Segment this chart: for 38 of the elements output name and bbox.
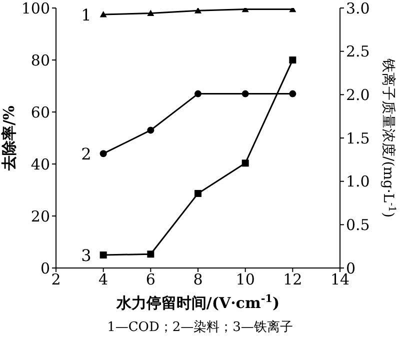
y2-tick-label: 3.0 [346, 0, 370, 18]
point [194, 90, 202, 98]
y-tick-label: 80 [30, 51, 50, 70]
x-tick-label: 2 [51, 270, 61, 289]
y-axis-title: 去除率/% [0, 106, 18, 172]
series-label: 1 [81, 6, 92, 24]
point [194, 8, 202, 14]
point [289, 56, 296, 64]
y2-tick-label: 1.0 [346, 172, 370, 191]
point [147, 10, 154, 16]
y-tick-label: 60 [30, 103, 50, 122]
point [100, 11, 107, 18]
point [242, 90, 249, 98]
y-tick-label: 0 [40, 259, 50, 278]
x-tick-label: 4 [98, 270, 108, 289]
point [194, 190, 202, 197]
y2-tick-label: 0 [346, 259, 356, 278]
series-label: 2 [81, 144, 92, 164]
series-label: 3 [81, 246, 92, 265]
y2-tick-label: 1.5 [346, 129, 370, 148]
x-tick-label: 12 [283, 270, 302, 289]
point [289, 90, 296, 98]
x-tick-label: 6 [146, 270, 156, 289]
y2-tick-label: 0.5 [346, 216, 370, 234]
x-tick-label: 10 [236, 270, 255, 289]
point [100, 252, 107, 258]
y2-tick-label: 2.5 [346, 42, 370, 61]
y2-tick-label: 2.0 [346, 86, 370, 104]
x-axis-title: 水力停留时间/(V·cm$^{-1}$) [115, 293, 280, 312]
point [100, 150, 107, 158]
point [242, 160, 249, 167]
point [147, 126, 154, 134]
point [147, 250, 154, 258]
y-tick-label: 20 [30, 207, 50, 226]
text: 1—COD；2—染料；3—铁离子 [106, 319, 294, 336]
y-tick-label: 100 [21, 0, 50, 18]
y-tick-label: 40 [30, 155, 50, 174]
x-tick-label: 8 [193, 270, 203, 289]
